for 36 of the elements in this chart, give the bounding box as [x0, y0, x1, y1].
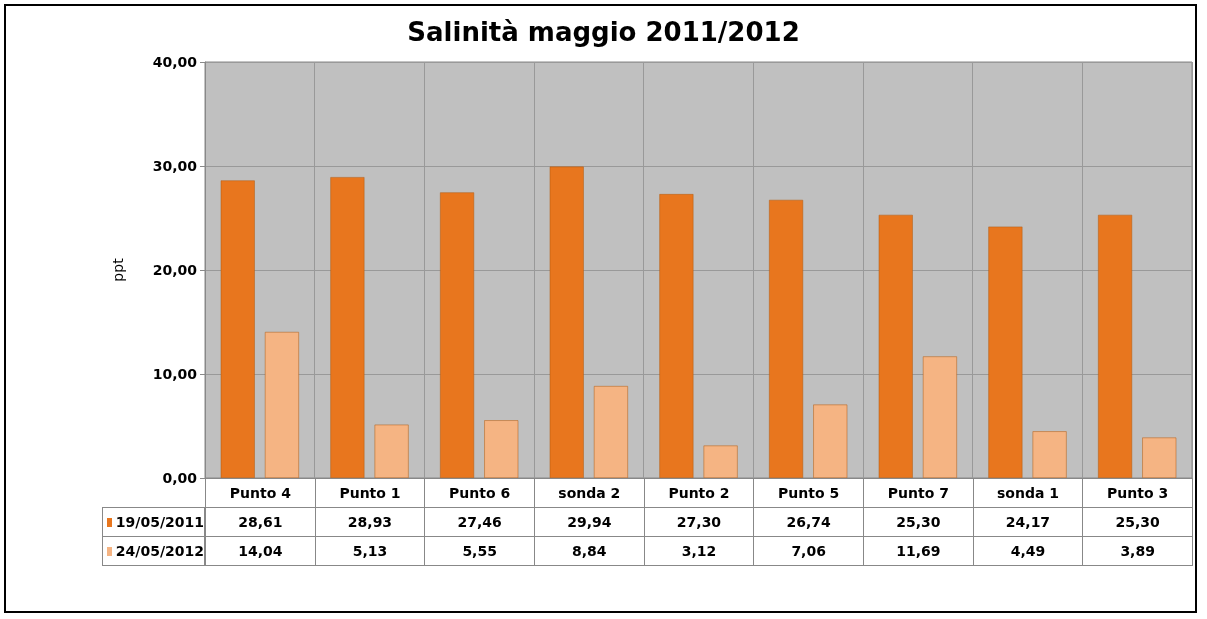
y-tick-label: 40,00: [152, 54, 198, 70]
legend-label: 24/05/2012: [115, 543, 204, 559]
y-tick-label: 20,00: [152, 262, 198, 278]
data-label: 24,17: [972, 507, 1084, 537]
data-label: 5,55: [424, 536, 535, 566]
data-label: 11,69: [863, 536, 974, 566]
y-axis-title: ppt: [110, 257, 126, 282]
data-label: 29,94: [534, 507, 645, 537]
x-tick-label: Punto 5: [753, 478, 864, 508]
x-tick-label: Punto 4: [205, 478, 316, 508]
data-label: 7,06: [753, 536, 864, 566]
chart-title: Salinità maggio 2011/2012: [407, 17, 800, 47]
data-label: 26,74: [753, 507, 864, 537]
y-tick-label: 0,00: [162, 470, 198, 486]
x-tick-label: sonda 1: [972, 478, 1084, 508]
data-label: 25,30: [1082, 507, 1193, 537]
data-label: 8,84: [534, 536, 645, 566]
y-tick-label: 30,00: [152, 158, 198, 174]
x-tick-label: Punto 1: [314, 478, 426, 508]
data-label: 5,13: [314, 536, 426, 566]
x-tick-label: Punto 2: [643, 478, 755, 508]
data-label: 27,30: [643, 507, 755, 537]
data-label: 25,30: [863, 507, 974, 537]
data-label: 3,12: [643, 536, 755, 566]
data-label: 28,93: [314, 507, 426, 537]
data-label: 3,89: [1082, 536, 1193, 566]
data-label: 4,49: [972, 536, 1084, 566]
y-tick-label: 10,00: [152, 366, 198, 382]
legend-label: 19/05/2011: [115, 514, 204, 530]
x-tick-label: sonda 2: [534, 478, 645, 508]
data-label: 27,46: [424, 507, 535, 537]
x-tick-label: Punto 7: [863, 478, 974, 508]
x-tick-label: Punto 6: [424, 478, 535, 508]
x-tick-label: Punto 3: [1082, 478, 1193, 508]
data-label: 28,61: [205, 507, 316, 537]
data-label: 14,04: [205, 536, 316, 566]
